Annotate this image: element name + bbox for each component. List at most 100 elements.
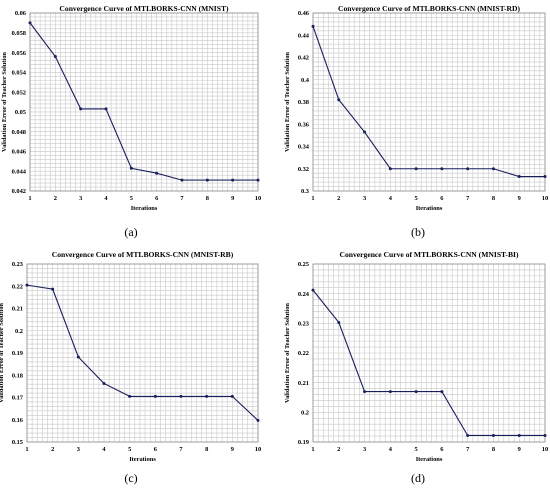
x-tick-label: 7: [180, 195, 184, 202]
chart-panel-b: Convergence Curve of MTLBORKS-CNN (MNIST…: [284, 4, 548, 239]
y-tick-label: 0.042: [12, 188, 26, 195]
y-tick-label: 0.048: [12, 129, 26, 136]
series-line: [26, 284, 259, 421]
data-point: [517, 433, 521, 437]
x-tick-label: 2: [337, 446, 340, 453]
x-tick-label: 10: [542, 446, 548, 453]
data-point: [388, 390, 392, 394]
x-tick-label: 5: [128, 446, 131, 453]
chart-panel-a: Convergence Curve of MTLBORKS-CNN (MNIST…: [1, 4, 261, 239]
x-tick-label: 5: [415, 446, 418, 453]
data-point: [155, 171, 159, 175]
x-tick-label: 4: [389, 446, 393, 453]
y-tick-label: 0.21: [12, 306, 23, 313]
x-tick-label: 1: [25, 446, 28, 453]
x-tick-label: 3: [79, 195, 82, 202]
x-tick-label: 5: [130, 195, 133, 202]
y-tick-label: 0.058: [12, 30, 26, 37]
x-tick-label: 8: [205, 446, 208, 453]
x-tick-label: 7: [466, 195, 470, 202]
x-tick-label: 10: [542, 195, 548, 202]
chart-title: Convergence Curve of MTLBORKS-CNN (MNIST…: [59, 4, 229, 13]
data-point: [230, 394, 234, 398]
x-axis-label: Iterations: [416, 456, 443, 463]
x-axis-label: Iterations: [416, 205, 443, 212]
y-tick-label: 0.23: [298, 321, 309, 328]
chart-panel-c: Convergence Curve of MTLBORKS-CNN (MNIST…: [0, 250, 261, 485]
y-axis-label: Validation Error of Teacher Solution: [0, 303, 5, 403]
data-point: [337, 98, 341, 102]
x-tick-label: 4: [102, 446, 106, 453]
data-point: [440, 167, 444, 171]
data-point: [414, 167, 418, 171]
chart-panel-d: Convergence Curve of MTLBORKS-CNN (MNIST…: [284, 250, 548, 485]
data-point: [76, 355, 80, 359]
x-tick-label: 8: [492, 446, 495, 453]
y-axis-label: Validation Error of Teacher Solution: [284, 52, 291, 152]
x-tick-label: 9: [231, 446, 234, 453]
x-tick-label: 6: [440, 446, 444, 453]
data-point: [517, 175, 521, 179]
plot-frame: [312, 263, 546, 443]
data-point: [51, 287, 55, 291]
x-tick-label: 4: [104, 195, 108, 202]
series-line: [312, 289, 545, 437]
x-axis-label: Iterations: [131, 205, 158, 212]
x-tick-label: 6: [155, 195, 159, 202]
y-tick-label: 0.46: [298, 10, 310, 17]
x-axis-label: Iterations: [129, 456, 156, 463]
y-tick-label: 0.44: [298, 32, 310, 39]
x-tick-label: 6: [440, 195, 444, 202]
y-tick-label: 0.16: [12, 417, 24, 424]
y-tick-label: 0.22: [12, 283, 23, 290]
y-tick-label: 0.42: [298, 55, 309, 62]
y-tick-label: 0.05: [15, 109, 26, 116]
plot-frame: [26, 263, 259, 443]
data-point: [128, 394, 132, 398]
x-tick-label: 2: [51, 446, 54, 453]
data-point: [256, 178, 260, 182]
y-tick-label: 0.34: [298, 144, 310, 151]
chart-title: Convergence Curve of MTLBORKS-CNN (MNIST…: [52, 250, 234, 259]
data-point: [491, 167, 495, 171]
x-tick-label: 7: [179, 446, 183, 453]
y-tick-label: 0.046: [12, 149, 27, 156]
series-line: [29, 22, 258, 181]
data-point: [414, 390, 418, 394]
data-point: [466, 433, 470, 437]
data-point: [543, 175, 547, 179]
x-tick-label: 2: [54, 195, 57, 202]
y-tick-label: 0.22: [298, 350, 309, 357]
data-point: [363, 390, 367, 394]
x-tick-label: 10: [255, 446, 261, 453]
y-tick-label: 0.4: [301, 77, 310, 84]
data-point: [79, 107, 83, 111]
x-tick-label: 1: [311, 195, 314, 202]
panel-caption: (c): [124, 471, 137, 485]
x-tick-label: 3: [77, 446, 80, 453]
x-tick-label: 3: [363, 195, 366, 202]
x-tick-label: 9: [231, 195, 234, 202]
data-point: [153, 394, 157, 398]
y-tick-label: 0.15: [12, 439, 23, 446]
data-point: [388, 167, 392, 171]
y-tick-label: 0.052: [12, 89, 26, 96]
data-point: [231, 178, 235, 182]
data-point: [205, 178, 209, 182]
series-line: [312, 26, 545, 178]
panel-caption: (a): [124, 225, 137, 239]
x-tick-label: 4: [389, 195, 393, 202]
y-tick-label: 0.06: [15, 10, 27, 17]
y-tick-label: 0.32: [298, 166, 309, 173]
data-point: [311, 24, 315, 28]
y-axis-label: Validation Error of Teacher Solution: [284, 303, 291, 403]
y-axis-label: Validation Error of Teacher Solution: [1, 52, 8, 152]
data-point: [466, 167, 470, 171]
data-point: [311, 288, 315, 292]
x-tick-label: 9: [518, 195, 521, 202]
y-tick-label: 0.2: [301, 410, 309, 417]
y-tick-label: 0.18: [12, 372, 23, 379]
data-point: [102, 381, 106, 385]
data-point: [491, 433, 495, 437]
x-tick-label: 8: [492, 195, 495, 202]
